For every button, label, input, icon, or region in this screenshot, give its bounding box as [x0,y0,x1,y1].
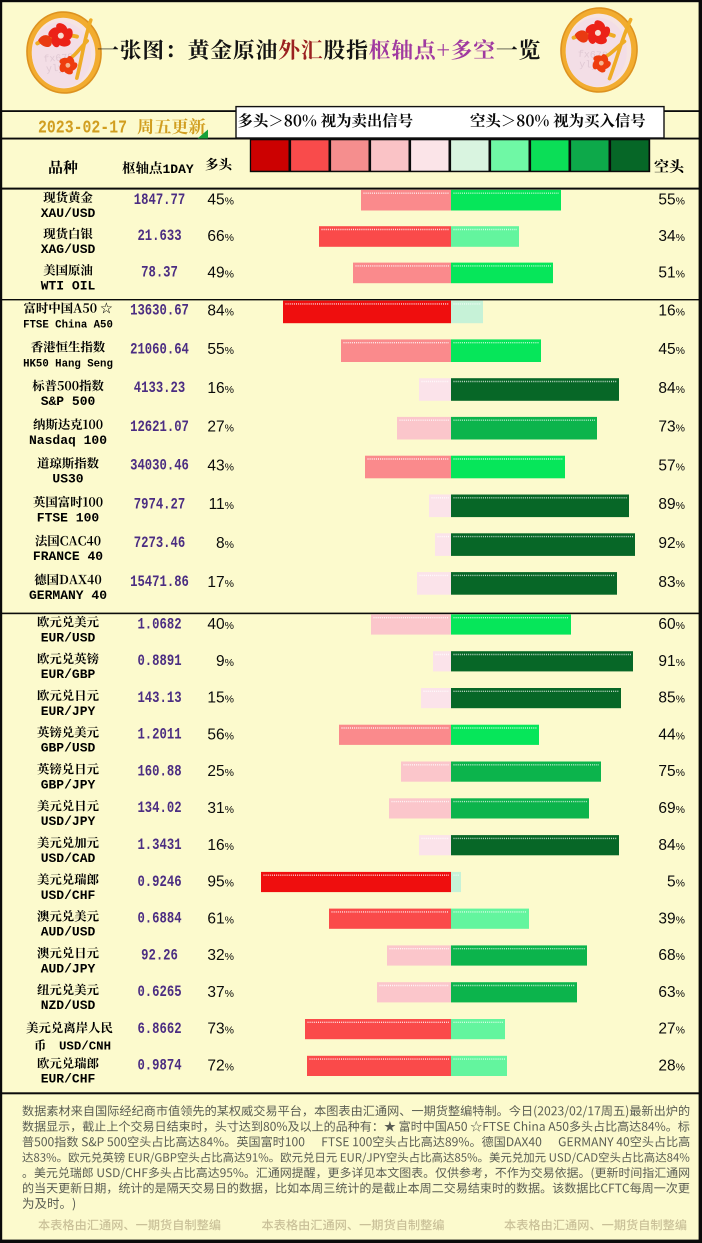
svg-text:FTSE China A50: FTSE China A50 [23,320,113,332]
svg-text:AUD/JPY: AUD/JPY [41,961,96,976]
svg-text:FTSE 100: FTSE 100 [37,510,100,525]
svg-text:5%: 5% [667,874,685,891]
svg-text:16%: 16% [207,837,234,854]
svg-text:XAU/USD: XAU/USD [41,206,96,221]
svg-text:15%: 15% [207,690,234,707]
svg-text:WTI OIL: WTI OIL [41,279,96,294]
svg-text:55%: 55% [207,341,234,358]
svg-text:27%: 27% [658,1021,685,1038]
svg-text:11%: 11% [209,496,234,513]
svg-text:63%: 63% [658,984,685,1001]
svg-text:61%: 61% [207,910,234,927]
svg-text:FRANCE 40: FRANCE 40 [33,549,103,564]
svg-text:66%: 66% [207,228,234,245]
svg-text:12621.07: 12621.07 [130,418,189,436]
svg-text:EUR/GBP: EUR/GBP [41,667,96,682]
svg-text:GERMANY 40: GERMANY 40 [29,588,107,603]
svg-text:0.9246: 0.9246 [137,873,181,891]
svg-text:Nasdaq 100: Nasdaq 100 [29,433,107,448]
svg-text:S&P 500: S&P 500 [41,394,96,409]
svg-text:EUR/USD: EUR/USD [41,630,96,645]
svg-text:0.9874: 0.9874 [137,1057,181,1075]
svg-text:HK50 Hang Seng: HK50 Hang Seng [23,358,113,370]
svg-text:73%: 73% [207,1021,234,1038]
svg-text:AUD/USD: AUD/USD [41,925,96,940]
svg-text:16%: 16% [658,302,685,319]
svg-text:143.13: 143.13 [137,689,181,707]
svg-text:USD/CNH: USD/CNH [59,1040,111,1054]
svg-text:31%: 31% [207,800,234,817]
svg-text:0.8891: 0.8891 [137,652,181,670]
svg-text:95%: 95% [207,874,234,891]
svg-text:49%: 49% [207,264,234,281]
svg-text:1.3431: 1.3431 [137,836,181,854]
svg-text:45%: 45% [207,192,234,209]
svg-text:40%: 40% [207,616,234,633]
svg-text:EUR/JPY: EUR/JPY [41,704,96,719]
svg-text:1DAY: 1DAY [163,162,194,177]
svg-text:68%: 68% [658,947,685,964]
svg-text:13630.67: 13630.67 [130,302,189,320]
svg-text:69%: 69% [658,800,685,817]
svg-text:84%: 84% [658,837,685,854]
svg-text:GBP/JPY: GBP/JPY [41,777,96,792]
svg-text:85%: 85% [658,690,685,707]
svg-text:XAG/USD: XAG/USD [41,242,96,257]
svg-text:60%: 60% [658,616,685,633]
svg-text:92.26: 92.26 [141,946,178,964]
svg-text:USD/CAD: USD/CAD [41,851,96,866]
svg-text:1847.77: 1847.77 [134,191,185,209]
svg-text:9%: 9% [216,653,234,670]
svg-text:21.633: 21.633 [137,227,181,245]
svg-text:37%: 37% [207,984,234,1001]
svg-text:45%: 45% [658,341,685,358]
svg-text:134.02: 134.02 [137,799,181,817]
svg-text:34%: 34% [658,228,685,245]
svg-text:EUR/CHF: EUR/CHF [41,1072,96,1087]
svg-text:51%: 51% [658,264,685,281]
svg-text:27%: 27% [207,419,234,436]
svg-text:21060.64: 21060.64 [130,340,189,358]
svg-text:78.37: 78.37 [141,264,178,282]
svg-text:44%: 44% [658,726,685,743]
svg-text:92%: 92% [658,535,685,552]
svg-text:72%: 72% [207,1058,234,1075]
svg-text:1.0682: 1.0682 [137,615,181,633]
svg-text:US30: US30 [52,472,83,487]
svg-text:57%: 57% [658,457,685,474]
svg-text:15471.86: 15471.86 [130,573,189,591]
svg-text:USD/CHF: USD/CHF [41,888,96,903]
svg-text:2023-02-17: 2023-02-17 [38,119,127,139]
svg-text:25%: 25% [207,763,234,780]
svg-text:0.6265: 0.6265 [137,983,181,1001]
svg-text:4133.23: 4133.23 [134,379,185,397]
svg-text:56%: 56% [207,726,234,743]
svg-text:16%: 16% [207,380,234,397]
svg-text:0.6884: 0.6884 [137,910,181,928]
svg-text:28%: 28% [658,1058,685,1075]
svg-text:83%: 83% [658,574,685,591]
svg-text:43%: 43% [207,457,234,474]
svg-text:8%: 8% [216,535,234,552]
svg-text:160.88: 160.88 [137,762,181,780]
svg-text:91%: 91% [658,653,685,670]
svg-text:39%: 39% [658,910,685,927]
svg-text:84%: 84% [658,380,685,397]
svg-text:7273.46: 7273.46 [134,534,185,552]
svg-text:7974.27: 7974.27 [134,495,185,513]
svg-text:32%: 32% [207,947,234,964]
svg-text:73%: 73% [658,419,685,436]
svg-text:1.2011: 1.2011 [137,726,181,744]
svg-text:6.8662: 6.8662 [137,1020,181,1038]
svg-text:55%: 55% [658,192,685,209]
svg-text:89%: 89% [658,496,685,513]
svg-text:NZD/USD: NZD/USD [41,998,96,1013]
svg-text:USD/JPY: USD/JPY [41,814,96,829]
svg-text:84%: 84% [207,302,234,319]
svg-text:17%: 17% [207,574,234,591]
svg-text:75%: 75% [658,763,685,780]
svg-text:GBP/USD: GBP/USD [41,741,96,756]
svg-text:34030.46: 34030.46 [130,457,189,475]
